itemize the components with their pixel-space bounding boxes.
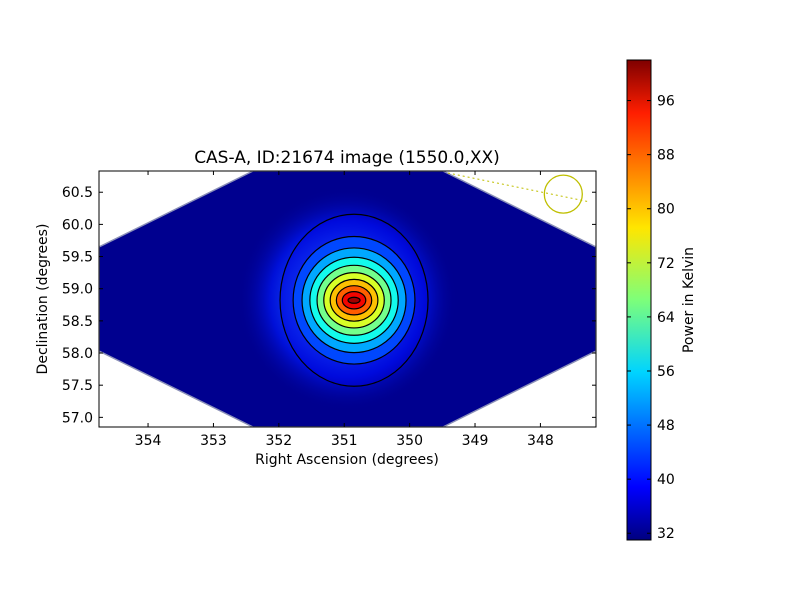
colorbar-tick-label: 48 — [657, 418, 675, 434]
x-tick-label: 352 — [265, 433, 292, 449]
contour-line — [335, 285, 373, 316]
colorbar-gradient — [626, 59, 652, 541]
colorbar: 32 40 48 56 64 72 80 88 96 Power in Kelvin — [626, 59, 697, 542]
y-tick-label: 59.0 — [62, 282, 93, 298]
x-tick-label: 348 — [527, 433, 554, 449]
x-tick-label: 349 — [462, 433, 489, 449]
contour-line — [347, 296, 361, 304]
x-tick-label: 351 — [331, 433, 358, 449]
plot-area — [98, 170, 597, 428]
contour-line — [279, 213, 429, 387]
contour-lines — [279, 213, 429, 387]
colorbar-tick-label: 72 — [657, 256, 675, 272]
y-tick-label: 59.5 — [62, 250, 93, 266]
beam-marker-circle — [543, 174, 583, 214]
y-axis-ticks: 57.0 57.5 58.0 58.5 59.0 59.5 60.0 60.5 — [62, 185, 596, 426]
y-tick-label: 57.5 — [62, 378, 93, 394]
x-axis-label: Right Ascension (degrees) — [255, 452, 439, 468]
contour-line — [323, 272, 385, 329]
y-tick-label: 60.5 — [62, 185, 93, 201]
colorbar-ticks: 32 40 48 56 64 72 80 88 96 — [627, 94, 675, 542]
beam-pointer-line — [447, 172, 591, 203]
colorbar-tick-label: 88 — [657, 148, 675, 164]
contour-line — [301, 247, 407, 354]
y-tick-label: 57.0 — [62, 410, 93, 426]
x-tick-label: 350 — [396, 433, 423, 449]
y-tick-label: 58.5 — [62, 314, 93, 330]
colorbar-tick-label: 96 — [657, 94, 675, 110]
contour-line — [341, 291, 367, 310]
colorbar-tick-label: 64 — [657, 310, 675, 326]
contour-line — [292, 235, 416, 365]
x-axis-ticks: 354 353 352 351 350 349 348 — [135, 171, 554, 449]
x-tick-label: 353 — [200, 433, 227, 449]
colorbar-tick-label: 32 — [657, 526, 675, 542]
colorbar-tick-label: 56 — [657, 364, 675, 380]
heat-level — [348, 297, 361, 304]
axes-frame — [98, 170, 597, 428]
x-tick-label: 354 — [135, 433, 162, 449]
contour-line — [316, 264, 392, 336]
y-tick-label: 60.0 — [62, 217, 93, 233]
colorbar-tick-label: 40 — [657, 472, 675, 488]
colorbar-label: Power in Kelvin — [681, 247, 697, 353]
chart-title: CAS-A, ID:21674 image (1550.0,XX) — [194, 148, 500, 168]
y-tick-label: 58.0 — [62, 346, 93, 362]
contour-line — [309, 256, 399, 344]
colorbar-tick-label: 80 — [657, 202, 675, 218]
contour-line — [329, 278, 379, 322]
y-axis-label: Declination (degrees) — [35, 224, 51, 375]
